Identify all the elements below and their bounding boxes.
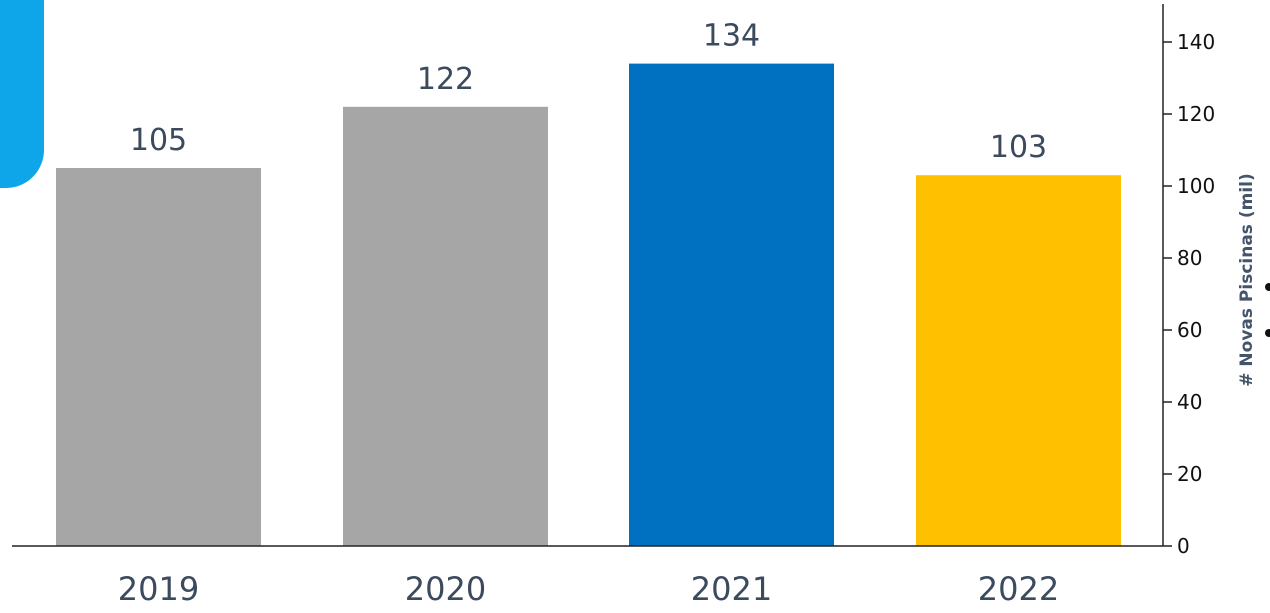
- y-tick-label-20: 20: [1177, 462, 1202, 486]
- x-tick-label-2021: 2021: [691, 570, 772, 608]
- data-label-2020: 122: [417, 62, 474, 97]
- data-label-2019: 105: [130, 123, 187, 158]
- bars-group: [56, 63, 1121, 547]
- x-tick-label-2022: 2022: [978, 570, 1059, 608]
- y-tick-label-100: 100: [1177, 174, 1215, 198]
- decorative-tab: [0, 0, 44, 188]
- bar-2019: [56, 168, 261, 546]
- x-tick-labels-group: 2019 2020 2021 2022: [118, 570, 1059, 608]
- y-ticks-group: 0 20 40 60 80 100 120 140: [1163, 30, 1215, 558]
- y-tick-label-0: 0: [1177, 534, 1190, 558]
- bullet-dot-2: [1265, 329, 1270, 337]
- bar-2021: [629, 63, 834, 546]
- y-tick-label-140: 140: [1177, 30, 1215, 54]
- bullet-dot-1: [1265, 283, 1270, 291]
- x-tick-label-2020: 2020: [405, 570, 486, 608]
- y-tick-label-120: 120: [1177, 102, 1215, 126]
- data-label-2021: 134: [703, 19, 760, 54]
- x-tick-label-2019: 2019: [118, 570, 199, 608]
- y-tick-label-60: 60: [1177, 318, 1202, 342]
- bar-2022: [916, 175, 1121, 546]
- bar-2020: [343, 106, 548, 547]
- y-tick-label-40: 40: [1177, 390, 1202, 414]
- data-label-2022: 103: [990, 130, 1047, 165]
- y-tick-label-80: 80: [1177, 246, 1202, 270]
- y-axis-title: # Novas Piscinas (mil): [1237, 173, 1257, 387]
- data-labels-group: 105 122 134 103: [130, 19, 1047, 166]
